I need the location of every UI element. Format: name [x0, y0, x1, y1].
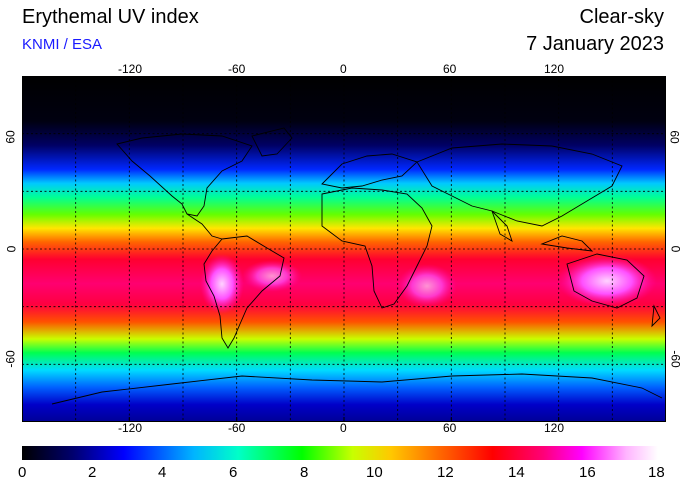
bottom-lon-label: -120	[118, 421, 143, 435]
organization-label: KNMI / ESA	[22, 36, 103, 53]
top-lon-label: 0	[340, 62, 347, 76]
bottom-lon-label: 120	[544, 421, 565, 435]
brazil-uv-hotspot	[242, 260, 302, 292]
colorbar-tick-label: 12	[437, 464, 454, 481]
colorbar-tick-label: 16	[579, 464, 596, 481]
colorbar-tick-label: 18	[648, 464, 665, 481]
right-lat-label: -60	[668, 350, 683, 368]
central-america-coast	[186, 213, 223, 240]
bottom-lon-label: -60	[228, 421, 246, 435]
colorbar-tick-label: 6	[229, 464, 238, 481]
top-lon-label: -120	[118, 62, 143, 76]
left-lat-label: 0	[4, 245, 19, 253]
australia-uv-hotspot	[557, 255, 657, 307]
colorbar-tick-label: 4	[158, 464, 167, 481]
colorbar-tick-label: 2	[88, 464, 97, 481]
right-lat-label: 0	[668, 245, 683, 253]
new-zealand-coast	[651, 304, 661, 328]
top-lon-label: 60	[443, 62, 457, 76]
antarctica-coast	[51, 373, 663, 405]
africa-uv-hotspot	[397, 264, 457, 308]
top-lon-label: -60	[228, 62, 246, 76]
uv-colorbar	[22, 446, 658, 460]
bottom-lon-label: 0	[340, 421, 347, 435]
coastlines	[51, 127, 663, 405]
bottom-lon-label: 60	[443, 421, 457, 435]
india-coast	[491, 210, 513, 242]
colorbar-tick-label: 14	[508, 464, 525, 481]
map-title: Erythemal UV index	[22, 6, 199, 28]
colorbar-gradient	[22, 446, 658, 460]
uv-index-map	[22, 76, 666, 422]
asia-coast	[416, 143, 623, 227]
left-lat-label: 60	[3, 130, 18, 144]
europe-coast	[321, 153, 418, 189]
south-america-uv-hotspot	[200, 254, 244, 314]
colorbar-tick-label: 10	[366, 464, 383, 481]
top-lon-label: 120	[544, 62, 565, 76]
indonesia-coast	[540, 235, 594, 252]
map-frame	[22, 76, 666, 422]
right-lat-label: 60	[667, 130, 682, 144]
sky-condition-label: Clear-sky	[579, 6, 664, 28]
greenland-coast	[251, 127, 293, 157]
graticule	[22, 76, 666, 422]
north-america-coast	[116, 133, 253, 217]
date-label: 7 January 2023	[526, 33, 664, 55]
left-lat-label: -60	[3, 350, 18, 368]
colorbar-tick-label: 0	[18, 464, 27, 481]
south-america-coast	[203, 235, 285, 349]
colorbar-tick-label: 8	[300, 464, 309, 481]
australia-coast	[566, 253, 645, 309]
africa-coast	[321, 187, 433, 309]
